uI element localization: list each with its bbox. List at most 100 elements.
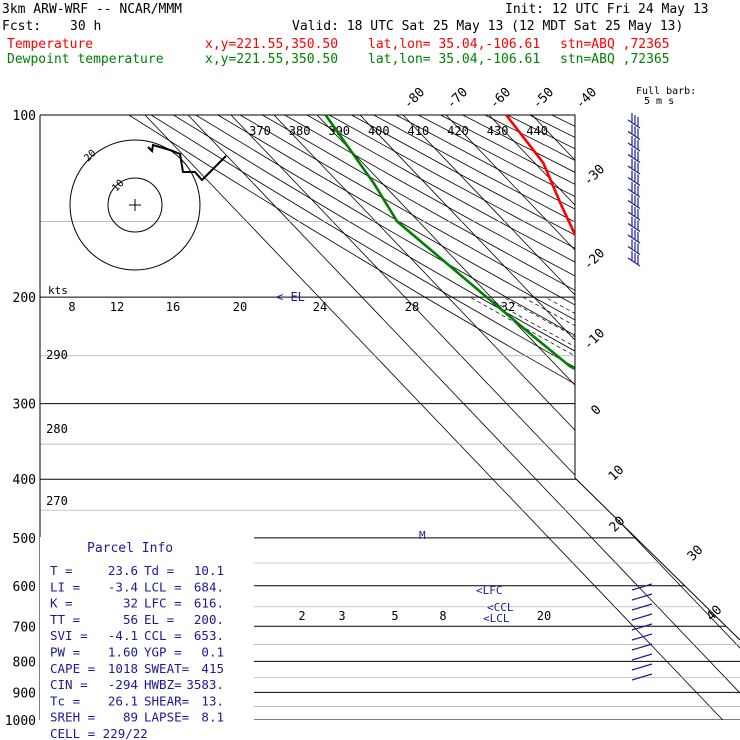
hodograph-ring-inner: [107, 177, 163, 233]
dry-adiabat: [462, 115, 740, 720]
wind-barb: [627, 200, 641, 209]
parcel-info-label: CCL =: [144, 628, 182, 643]
wind-barb: [627, 211, 641, 221]
wind-barb: [631, 593, 653, 601]
dewpoint-xy: x,y=221.55,350.50: [205, 52, 339, 67]
top-isotherm-label: -80: [401, 85, 428, 112]
parcel-info-value: -4.1: [108, 628, 138, 643]
mixing-ratio-label: 28: [405, 300, 419, 314]
dewpoint-station: stn=ABQ ,72365: [560, 52, 670, 67]
pressure-tick-label: 600: [13, 580, 36, 595]
wind-barb: [631, 583, 653, 591]
moist-adiabat: [485, 296, 740, 720]
isotherm-line: [359, 115, 740, 720]
header: 3km ARW-WRF -- NCAR/MMM Init: 12 UTC Fri…: [0, 0, 740, 70]
mixing-ratio-label: 5: [391, 609, 398, 623]
parcel-info-value: 10.1: [194, 563, 224, 578]
parcel-info-value: 415: [201, 661, 224, 676]
right-isotherm-label: 30: [685, 543, 707, 565]
moist-adiabat: [522, 296, 740, 720]
top-isotherm-label: -40: [573, 85, 600, 112]
parcel-info-value: 23.6: [108, 563, 138, 578]
top-isotherm-label: -60: [487, 85, 514, 112]
wind-barb: [631, 653, 653, 661]
dry-adiabat: [173, 115, 740, 720]
dry-adiabat: [373, 115, 740, 720]
parcel-info-value: 0.1: [201, 645, 224, 660]
kts-label: kts: [48, 284, 68, 297]
isotherm-line: [402, 115, 740, 720]
moist-adiabat: [679, 296, 740, 720]
dry-adiabat: [284, 115, 740, 720]
wind-barb: [631, 643, 653, 651]
wind-barb: [627, 119, 641, 129]
theta-label: 400: [368, 124, 390, 138]
theta-label: 410: [408, 124, 430, 138]
mixing-ratio-label: 3: [338, 609, 345, 623]
parcel-info-value: 653.: [194, 628, 224, 643]
dry-adiabat: [507, 115, 740, 720]
left-theta-label: 290: [46, 348, 68, 362]
wind-barb: [627, 188, 641, 198]
el-marker: < EL: [276, 290, 305, 304]
parcel-info-value: 684.: [194, 579, 224, 594]
wind-barb: [627, 257, 641, 267]
right-isotherm-label: 10: [606, 463, 628, 485]
parcel-info-value: 89: [123, 710, 138, 725]
wind-key-line1: Full barb:: [636, 86, 696, 97]
wind-barb: [627, 142, 641, 152]
mixing-ratio-label: 8: [439, 609, 446, 623]
parcel-info-value: 616.: [194, 596, 224, 611]
pressure-tick-label: 800: [13, 655, 36, 670]
dewpoint-line: [324, 115, 740, 676]
parcel-info-label: T =: [50, 563, 73, 578]
hodograph-trace: [147, 143, 227, 182]
hodograph-ring-label: 20: [82, 148, 98, 164]
isotherm-line: [144, 115, 724, 720]
lcl-marker: <LCL: [483, 612, 510, 625]
pressure-tick-label: 500: [13, 532, 36, 547]
isotherm-line: [316, 115, 740, 720]
hodograph-ring-outer: [69, 139, 201, 271]
parcel-info-label: SWEAT=: [144, 661, 189, 676]
ccl-marker: <CCL: [487, 601, 514, 614]
parcel-info-value: 26.1: [108, 693, 138, 708]
parcel-info-title: Parcel Info: [87, 541, 173, 556]
theta-label: 440: [526, 124, 548, 138]
wind-barb: [627, 177, 641, 186]
wind-barb: [627, 131, 641, 140]
top-isotherm-label: -70: [444, 85, 471, 112]
isotherm-line: [187, 115, 740, 720]
parcel-info-value: 1018: [108, 661, 138, 676]
dry-adiabat: [351, 115, 740, 720]
isotherm-line: [230, 115, 740, 720]
mixing-ratio-label: 2: [298, 609, 305, 623]
parcel-info-value: 200.: [194, 612, 224, 627]
wind-barb: [631, 613, 653, 621]
wind-barb: [627, 165, 641, 175]
dry-adiabat: [217, 115, 740, 720]
wind-barb: [631, 633, 653, 641]
left-theta-label: 280: [46, 422, 68, 436]
parcel-info-label: YGP =: [144, 645, 182, 660]
wind-barbs: Full barb:5 m s: [627, 86, 696, 681]
parcel-info-value: 13.: [201, 693, 224, 708]
dry-adiabat: [440, 115, 740, 720]
parcel-info-label: SVI =: [50, 628, 88, 643]
dry-adiabat: [596, 115, 740, 720]
temperature-xy: x,y=221.55,350.50: [205, 37, 339, 52]
parcel-info-label: TT =: [50, 612, 80, 627]
wind-barb: [627, 246, 641, 255]
wind-barb: [631, 603, 653, 611]
wind-key-line2: 5 m s: [644, 96, 674, 107]
pressure-tick-label: 700: [13, 620, 36, 635]
wind-barb: [627, 154, 641, 163]
forecast-hours: 30 h: [70, 19, 102, 34]
parcel-info-label: LFC =: [144, 596, 182, 611]
lfc-marker: <LFC: [476, 584, 503, 597]
parcel-info-table: Parcel Info T = 23.6 Td = 10.1 LI = -3.4 LCL = 6…: [40, 537, 254, 740]
mixing-ratio-label: 16: [166, 300, 180, 314]
wind-barb: [631, 673, 653, 681]
top-isotherm-label: -50: [530, 85, 557, 112]
